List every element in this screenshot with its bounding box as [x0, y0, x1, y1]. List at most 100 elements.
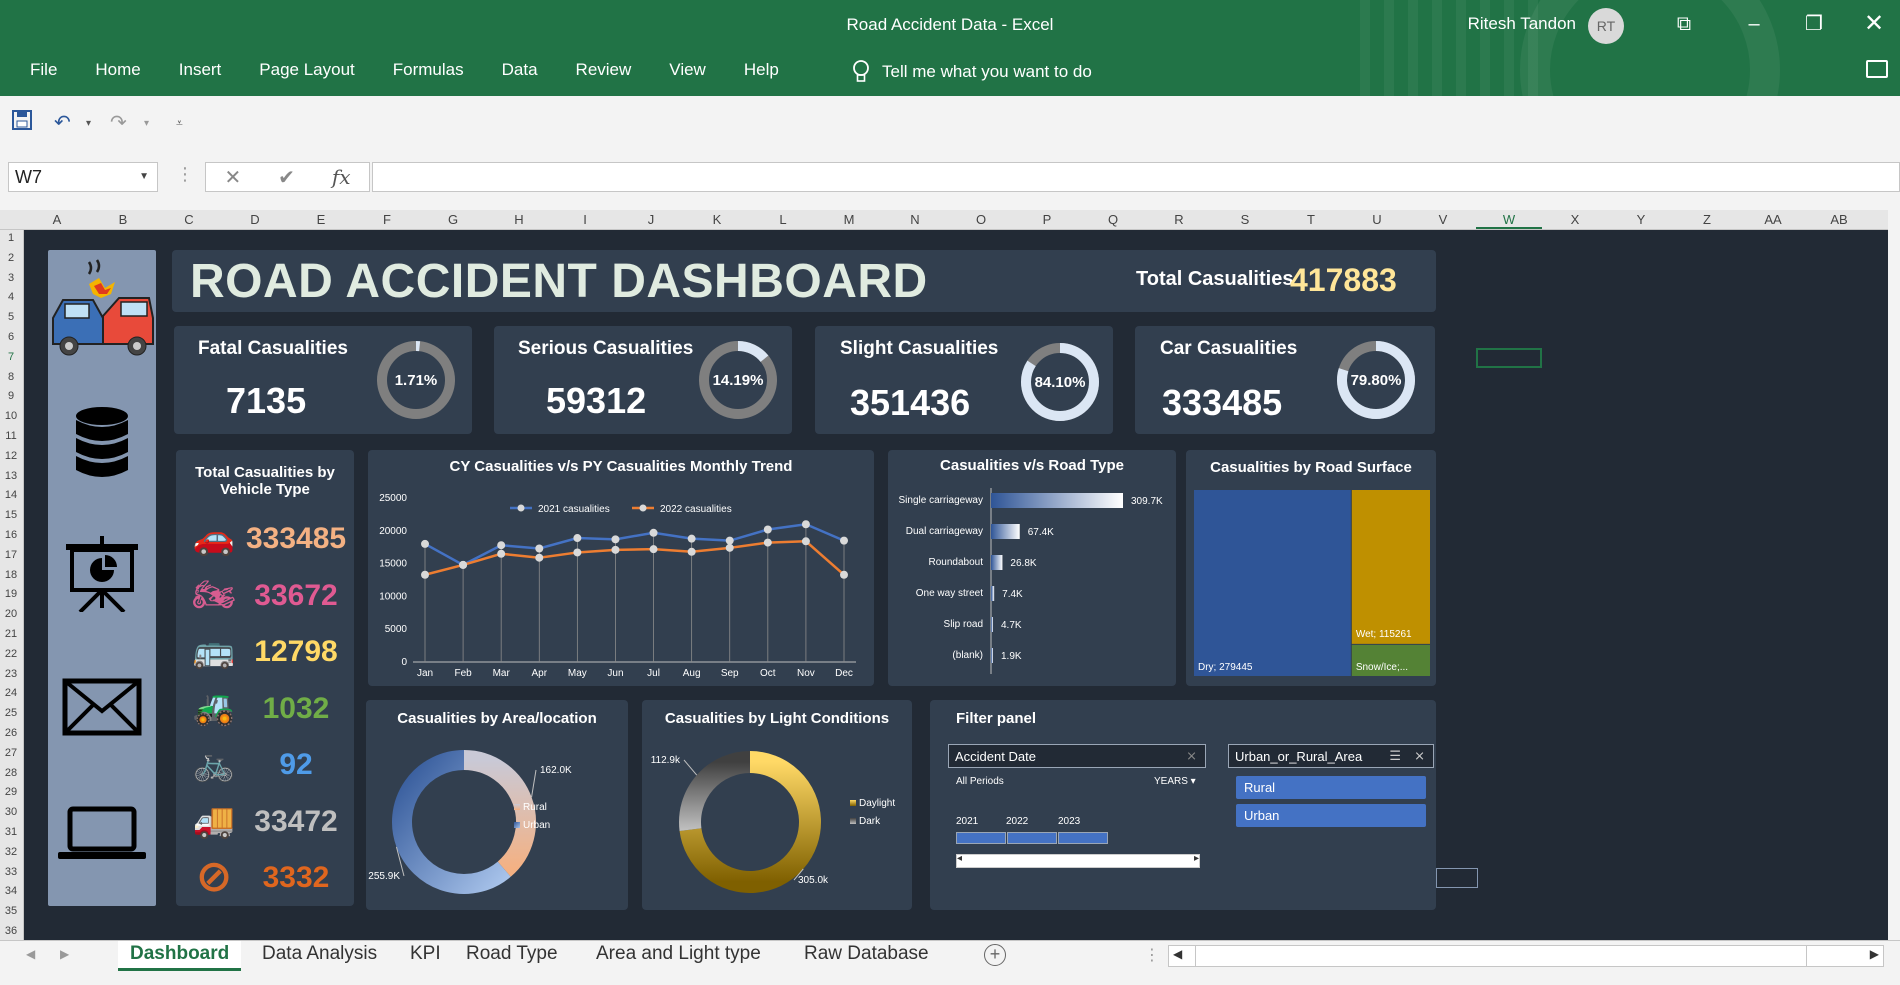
column-header-aa[interactable]: AA: [1740, 212, 1806, 227]
horizontal-scrollbar[interactable]: ◀ ▶: [1168, 945, 1884, 967]
row-header-3[interactable]: 3: [0, 272, 22, 284]
undo-dropdown-icon[interactable]: ▾: [86, 118, 91, 129]
road-type-chart[interactable]: Single carriageway 309.7K Dual carriageway…: [888, 480, 1176, 686]
row-header-5[interactable]: 5: [0, 311, 22, 323]
row-header-30[interactable]: 30: [0, 806, 22, 818]
column-header-c[interactable]: C: [156, 212, 222, 227]
light-conditions-chart[interactable]: 305.0k 112.9k Daylight Dark: [642, 730, 912, 910]
row-header-18[interactable]: 18: [0, 569, 22, 581]
chevron-down-icon[interactable]: ▼: [139, 171, 149, 182]
row-header-8[interactable]: 8: [0, 371, 22, 383]
database-icon[interactable]: [48, 406, 156, 484]
scroll-left-icon[interactable]: ◀: [1173, 947, 1182, 961]
timeline-level-select[interactable]: YEARS ▾: [1154, 776, 1196, 787]
timeline-scrollbar[interactable]: ◂ ▸: [956, 854, 1200, 868]
row-header-1[interactable]: 1: [0, 232, 22, 244]
column-header-d[interactable]: D: [222, 212, 288, 227]
sheet-tab-area-light[interactable]: Area and Light type: [596, 943, 761, 965]
column-header-j[interactable]: J: [618, 212, 684, 227]
row-header-26[interactable]: 26: [0, 727, 22, 739]
tab-page-layout[interactable]: Page Layout: [259, 60, 354, 80]
column-header-a[interactable]: A: [24, 212, 90, 227]
row-header-17[interactable]: 17: [0, 549, 22, 561]
scroll-left-icon[interactable]: ◂: [957, 853, 962, 864]
ribbon-display-icon[interactable]: ⧉: [1664, 8, 1704, 40]
row-header-31[interactable]: 31: [0, 826, 22, 838]
column-header-e[interactable]: E: [288, 212, 354, 227]
redo-icon[interactable]: ↷: [110, 110, 127, 135]
row-header-7[interactable]: 7: [0, 351, 22, 363]
enter-icon[interactable]: ✔: [278, 165, 295, 190]
sheet-tab-dashboard[interactable]: Dashboard: [118, 941, 241, 971]
row-header-32[interactable]: 32: [0, 846, 22, 858]
road-surface-chart[interactable]: Dry; 279445 Wet; 115261 Snow/Ice;...: [1194, 490, 1430, 676]
column-header-w[interactable]: W: [1476, 212, 1542, 229]
row-header-10[interactable]: 10: [0, 410, 22, 422]
row-header-15[interactable]: 15: [0, 509, 22, 521]
minimize-icon[interactable]: –: [1734, 8, 1774, 40]
restore-icon[interactable]: ❐: [1794, 8, 1834, 40]
accident-date-slicer-header[interactable]: Accident Date ⨯: [948, 744, 1206, 768]
user-name[interactable]: Ritesh Tandon: [1468, 14, 1576, 34]
scroll-tabs-right-icon[interactable]: ▶: [60, 947, 69, 961]
column-header-q[interactable]: Q: [1080, 212, 1146, 227]
row-header-21[interactable]: 21: [0, 628, 22, 640]
tab-formulas[interactable]: Formulas: [393, 60, 464, 80]
row-header-35[interactable]: 35: [0, 905, 22, 917]
scroll-tabs-left-icon[interactable]: ◀: [26, 947, 35, 961]
column-header-k[interactable]: K: [684, 212, 750, 227]
timeline-bar-2021[interactable]: [956, 832, 1006, 844]
comments-icon[interactable]: [1866, 60, 1888, 78]
row-header-16[interactable]: 16: [0, 529, 22, 541]
row-header-13[interactable]: 13: [0, 470, 22, 482]
close-icon[interactable]: ✕: [1854, 8, 1894, 40]
sheet-tab-data-analysis[interactable]: Data Analysis: [262, 943, 377, 965]
column-header-n[interactable]: N: [882, 212, 948, 227]
area-location-chart[interactable]: 162.0K 255.9K Rural Urban: [366, 730, 628, 910]
column-header-t[interactable]: T: [1278, 212, 1344, 227]
slicer-item-urban[interactable]: Urban: [1236, 804, 1426, 827]
column-header-x[interactable]: X: [1542, 212, 1608, 227]
column-header-u[interactable]: U: [1344, 212, 1410, 227]
column-header-b[interactable]: B: [90, 212, 156, 227]
selected-cell[interactable]: [1476, 348, 1542, 368]
column-header-m[interactable]: M: [816, 212, 882, 227]
scroll-right-icon[interactable]: ▸: [1194, 853, 1199, 864]
tab-home[interactable]: Home: [95, 60, 140, 80]
save-icon[interactable]: [12, 110, 32, 130]
column-header-z[interactable]: Z: [1674, 212, 1740, 227]
avatar[interactable]: RT: [1588, 8, 1624, 44]
tab-view[interactable]: View: [669, 60, 706, 80]
column-header-ab[interactable]: AB: [1806, 212, 1872, 227]
row-header-36[interactable]: 36: [0, 925, 22, 937]
tab-review[interactable]: Review: [576, 60, 632, 80]
presentation-icon[interactable]: [48, 536, 156, 612]
tab-data[interactable]: Data: [502, 60, 538, 80]
name-box[interactable]: W7 ▼: [8, 162, 158, 192]
tab-help[interactable]: Help: [744, 60, 779, 80]
area-slicer-header[interactable]: Urban_or_Rural_Area ☰ ⨯: [1228, 744, 1434, 768]
customize-qat-icon[interactable]: ⩡: [176, 116, 183, 131]
column-header-f[interactable]: F: [354, 212, 420, 227]
multi-select-icon[interactable]: ☰: [1389, 748, 1401, 764]
sheet-tab-kpi[interactable]: KPI: [410, 943, 441, 965]
row-header-11[interactable]: 11: [0, 430, 22, 442]
column-header-g[interactable]: G: [420, 212, 486, 227]
column-header-y[interactable]: Y: [1608, 212, 1674, 227]
clear-filter-icon[interactable]: ⨯: [1414, 748, 1425, 764]
column-header-l[interactable]: L: [750, 212, 816, 227]
car-crash-icon[interactable]: [48, 258, 156, 362]
sheet-tab-raw-database[interactable]: Raw Database: [804, 943, 929, 965]
more-icon[interactable]: ⋮: [176, 164, 194, 185]
row-header-12[interactable]: 12: [0, 450, 22, 462]
row-header-2[interactable]: 2: [0, 252, 22, 264]
row-header-9[interactable]: 9: [0, 390, 22, 402]
row-header-34[interactable]: 34: [0, 885, 22, 897]
clear-filter-icon[interactable]: ⨯: [1186, 748, 1197, 764]
formula-input[interactable]: [372, 162, 1900, 192]
splitter-icon[interactable]: ⋮: [1144, 945, 1160, 965]
mail-icon[interactable]: [48, 678, 156, 736]
undo-icon[interactable]: ↶: [54, 110, 71, 135]
slicer-item-rural[interactable]: Rural: [1236, 776, 1426, 799]
add-sheet-icon[interactable]: +: [984, 944, 1006, 966]
